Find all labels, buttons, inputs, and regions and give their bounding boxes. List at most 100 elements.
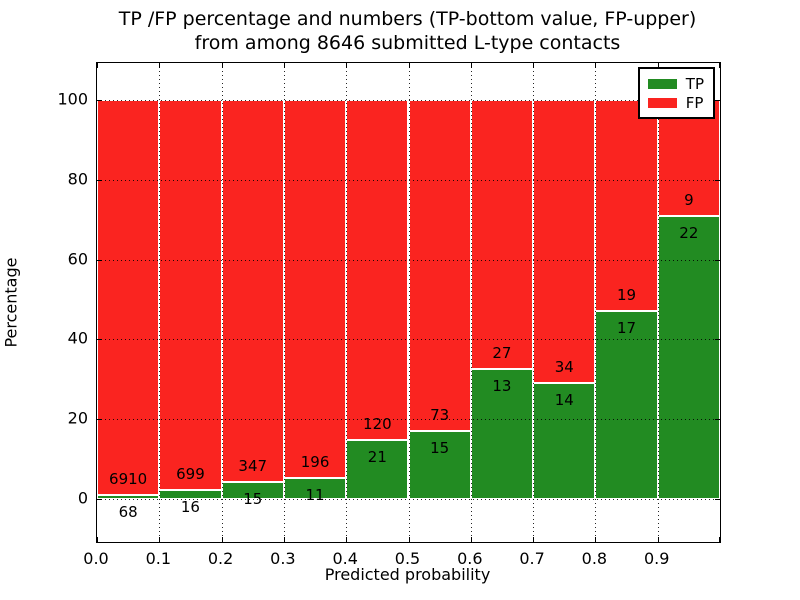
axis-tick xyxy=(97,537,98,542)
x-tick-label: 0.2 xyxy=(207,549,234,568)
axis-tick xyxy=(159,63,161,68)
legend-item-fp: FP xyxy=(647,93,704,112)
y-tick-label: 100 xyxy=(57,89,88,109)
axis-tick xyxy=(533,63,535,68)
x-gridline xyxy=(346,63,348,542)
tp-bar-segment xyxy=(533,382,596,499)
fp-count-label: 73 xyxy=(430,405,450,424)
x-gridline xyxy=(159,63,161,542)
axis-tick xyxy=(346,63,348,68)
axis-tick xyxy=(221,537,223,542)
tp-count-label: 15 xyxy=(430,438,450,457)
x-gridline xyxy=(283,63,285,542)
plot-area: TP FP 6910 68 699 16 347 15 196 11 120 21 73 15 27 13… xyxy=(96,62,721,543)
axis-tick xyxy=(470,537,472,542)
axis-tick xyxy=(715,419,720,421)
fp-bar-segment xyxy=(408,100,471,431)
fp-bar-segment xyxy=(657,100,720,216)
tp-count-label: 14 xyxy=(554,390,574,409)
axis-tick xyxy=(408,63,410,68)
x-gridline xyxy=(533,63,535,542)
tp-count-label: 13 xyxy=(492,377,512,396)
axis-tick xyxy=(97,100,102,101)
x-tick-label: 0.8 xyxy=(581,549,608,568)
tp-count-label: 16 xyxy=(180,498,200,517)
axis-tick xyxy=(715,100,720,101)
axis-tick xyxy=(408,537,410,542)
tp-bar-segment xyxy=(408,430,471,499)
tp-bar-segment xyxy=(97,495,160,499)
tp-count-label: 68 xyxy=(118,503,138,522)
fp-swatch-icon xyxy=(647,97,677,108)
axis-tick xyxy=(657,537,659,542)
x-tick-label: 0.6 xyxy=(457,549,483,568)
fp-bar-segment xyxy=(97,100,160,496)
x-gridline xyxy=(408,63,410,542)
axis-tick xyxy=(719,63,720,68)
axis-tick xyxy=(97,179,102,181)
x-tick-label: 0.1 xyxy=(145,549,172,568)
x-tick-label: 0.4 xyxy=(332,549,358,568)
fp-count-label: 27 xyxy=(492,344,512,363)
tp-count-label: 11 xyxy=(305,485,325,504)
axis-tick xyxy=(346,537,348,542)
y-tick-label: 40 xyxy=(67,328,88,348)
fp-count-label: 34 xyxy=(554,357,574,376)
axis-tick xyxy=(97,419,102,421)
chart-title: TP /FP percentage and numbers (TP-bottom… xyxy=(96,7,719,55)
axis-tick xyxy=(715,179,720,181)
fp-bar-segment xyxy=(221,100,284,483)
axis-tick xyxy=(97,339,102,341)
fp-bar-segment xyxy=(346,100,409,440)
legend-label-tp: TP xyxy=(685,74,704,93)
axis-tick xyxy=(657,63,659,68)
legend-item-tp: TP xyxy=(647,74,704,93)
fp-count-label: 699 xyxy=(176,465,205,484)
tp-count-label: 21 xyxy=(367,447,387,466)
tp-count-label: 15 xyxy=(243,490,263,509)
x-gridline xyxy=(221,63,223,542)
fp-bar-segment xyxy=(159,100,222,491)
tp-bar-segment xyxy=(657,215,720,499)
axis-tick xyxy=(221,63,223,68)
fp-count-label: 19 xyxy=(617,285,637,304)
x-gridline xyxy=(470,63,472,542)
axis-tick xyxy=(719,537,720,542)
legend-label-fp: FP xyxy=(685,93,704,112)
y-tick-label: 80 xyxy=(67,169,88,189)
x-tick-label: 0.7 xyxy=(519,549,545,568)
fp-count-label: 347 xyxy=(238,457,268,476)
tp-bar-segment xyxy=(595,310,658,499)
chart-title-line1: TP /FP percentage and numbers (TP-bottom… xyxy=(118,8,697,30)
x-gridline xyxy=(595,63,597,542)
y-tick-label: 60 xyxy=(67,249,88,269)
x-tick-label: 0.9 xyxy=(643,549,670,568)
x-tick-label: 0.3 xyxy=(270,549,296,568)
tp-bar-segment xyxy=(470,369,534,499)
tp-swatch-icon xyxy=(647,78,677,89)
axis-tick xyxy=(715,339,720,341)
axis-tick xyxy=(97,499,102,500)
axis-tick xyxy=(283,537,285,542)
y-tick-label: 0 xyxy=(77,488,88,508)
axis-tick xyxy=(283,63,285,68)
x-tick-label: 0.0 xyxy=(83,549,109,568)
x-tick-label: 0.5 xyxy=(394,549,421,568)
x-axis-label: Predicted probability xyxy=(324,565,491,584)
axis-tick xyxy=(97,259,102,261)
axis-tick xyxy=(533,537,535,542)
fp-bar-segment xyxy=(595,100,658,311)
tp-count-label: 17 xyxy=(617,318,637,337)
axis-tick xyxy=(159,537,161,542)
tp-count-label: 22 xyxy=(679,223,699,242)
axis-tick xyxy=(715,499,720,500)
y-axis-label: Percentage xyxy=(1,257,21,348)
axis-tick xyxy=(470,63,472,68)
fp-count-label: 9 xyxy=(684,190,694,209)
axis-tick xyxy=(715,259,720,261)
fp-count-label: 6910 xyxy=(109,470,148,489)
axis-tick xyxy=(595,537,597,542)
axis-tick xyxy=(595,63,597,68)
fp-count-label: 196 xyxy=(300,452,330,471)
